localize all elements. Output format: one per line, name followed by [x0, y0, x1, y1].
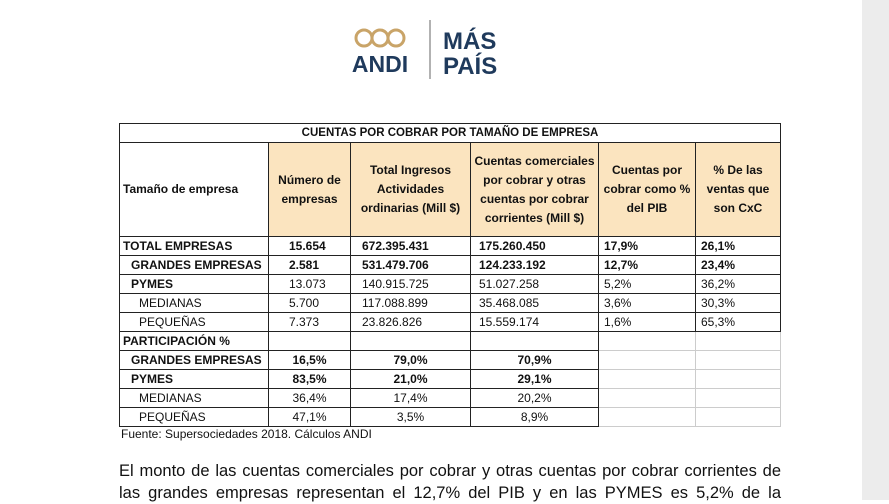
cell-value: 2.581	[268, 255, 351, 275]
empty-cell	[598, 388, 696, 408]
data-table: CUENTAS POR COBRAR POR TAMAÑO DE EMPRESA…	[118, 123, 782, 427]
cell-value: 23.826.826	[350, 312, 471, 332]
cell-value: 15.559.174	[470, 312, 599, 332]
cell-value: 3,6%	[598, 293, 696, 313]
empty-cell	[350, 331, 471, 351]
empty-cell	[598, 369, 696, 389]
table-row: GRANDES EMPRESAS 16,5% 79,0% 70,9%	[119, 350, 782, 370]
cell-value: 70,9%	[470, 350, 599, 370]
empty-cell	[598, 350, 696, 370]
row-label: PYMES	[119, 369, 269, 389]
section-title: PARTICIPACIÓN %	[119, 331, 269, 351]
row-label: TOTAL EMPRESAS	[119, 236, 269, 256]
cell-value: 30,3%	[694, 293, 782, 313]
cell-value: 21,0%	[350, 369, 471, 389]
cell-value: 5.700	[268, 293, 351, 313]
column-header: Cuentas comerciales por cobrar y otras c…	[470, 142, 599, 237]
logo-icon	[354, 28, 406, 48]
cell-value: 51.027.258	[470, 274, 599, 294]
table-title: CUENTAS POR COBRAR POR TAMAÑO DE EMPRESA	[118, 123, 782, 143]
body-paragraph: El monto de las cuentas comerciales por …	[119, 462, 781, 502]
row-label: PEQUEÑAS	[119, 312, 269, 332]
empty-cell	[694, 407, 782, 427]
table-row: PEQUEÑAS 47,1% 3,5% 8,9%	[119, 407, 782, 427]
column-header: Total Ingresos Actividades ordinarias (M…	[350, 142, 471, 237]
logo: ANDI MÁS PAÍS	[352, 20, 497, 80]
cell-value: 23,4%	[694, 255, 782, 275]
empty-cell	[694, 369, 782, 389]
column-header: Tamaño de empresa	[119, 142, 269, 237]
cell-value: 29,1%	[470, 369, 599, 389]
cell-value: 65,3%	[694, 312, 782, 332]
logo-andi: ANDI	[352, 51, 408, 77]
side-strip	[862, 0, 889, 500]
logo-mas: MÁS	[443, 27, 496, 55]
table-row: MEDIANAS 5.700 117.088.899 35.468.085 3,6% 30…	[119, 293, 782, 313]
column-header: Cuentas por cobrar como % del PIB	[598, 142, 696, 237]
table-row: PEQUEÑAS 7.373 23.826.826 15.559.174 1,6% 65,…	[119, 312, 782, 332]
header-row: Tamaño de empresa Número de empresas Total…	[119, 142, 782, 237]
cell-value: 140.915.725	[350, 274, 471, 294]
cell-value: 13.073	[268, 274, 351, 294]
cell-value: 8,9%	[470, 407, 599, 427]
empty-cell	[598, 407, 696, 427]
section-row: PARTICIPACIÓN %	[119, 331, 782, 351]
row-label: PYMES	[119, 274, 269, 294]
cell-value: 5,2%	[598, 274, 696, 294]
empty-cell	[470, 331, 599, 351]
cell-value: 47,1%	[268, 407, 351, 427]
empty-cell	[598, 331, 696, 351]
cell-value: 20,2%	[470, 388, 599, 408]
row-label: GRANDES EMPRESAS	[119, 350, 269, 370]
column-header: % De las ventas que son CxC	[694, 142, 782, 237]
cell-value: 79,0%	[350, 350, 471, 370]
empty-cell	[694, 388, 782, 408]
cell-value: 16,5%	[268, 350, 351, 370]
cell-value: 7.373	[268, 312, 351, 332]
row-label: MEDIANAS	[119, 388, 269, 408]
empty-cell	[268, 331, 351, 351]
row-label: GRANDES EMPRESAS	[119, 255, 269, 275]
table-row: GRANDES EMPRESAS 2.581 531.479.706 124.233.…	[119, 255, 782, 275]
cell-value: 15.654	[268, 236, 351, 256]
cell-value: 83,5%	[268, 369, 351, 389]
row-label: MEDIANAS	[119, 293, 269, 313]
cell-value: 17,4%	[350, 388, 471, 408]
cell-value: 17,9%	[598, 236, 696, 256]
cell-value: 35.468.085	[470, 293, 599, 313]
cell-value: 672.395.431	[350, 236, 471, 256]
cell-value: 531.479.706	[350, 255, 471, 275]
cell-value: 12,7%	[598, 255, 696, 275]
cell-value: 1,6%	[598, 312, 696, 332]
cell-value: 117.088.899	[350, 293, 471, 313]
row-label: PEQUEÑAS	[119, 407, 269, 427]
cell-value: 26,1%	[694, 236, 782, 256]
table-row: PYMES 13.073 140.915.725 51.027.258 5,2% 36,2…	[119, 274, 782, 294]
cell-value: 36,2%	[694, 274, 782, 294]
cell-value: 36,4%	[268, 388, 351, 408]
source-note: Fuente: Supersociedades 2018. Cálculos A…	[121, 427, 372, 441]
table-row: PYMES 83,5% 21,0% 29,1%	[119, 369, 782, 389]
column-header: Número de empresas	[268, 142, 351, 237]
table-row: MEDIANAS 36,4% 17,4% 20,2%	[119, 388, 782, 408]
table-row: TOTAL EMPRESAS 15.654 672.395.431 175.260.4…	[119, 236, 782, 256]
empty-cell	[694, 350, 782, 370]
cell-value: 175.260.450	[470, 236, 599, 256]
cell-value: 3,5%	[350, 407, 471, 427]
logo-pais: PAÍS	[443, 52, 497, 80]
title-row: CUENTAS POR COBRAR POR TAMAÑO DE EMPRESA	[118, 123, 782, 143]
empty-cell	[694, 331, 782, 351]
cell-value: 124.233.192	[470, 255, 599, 275]
